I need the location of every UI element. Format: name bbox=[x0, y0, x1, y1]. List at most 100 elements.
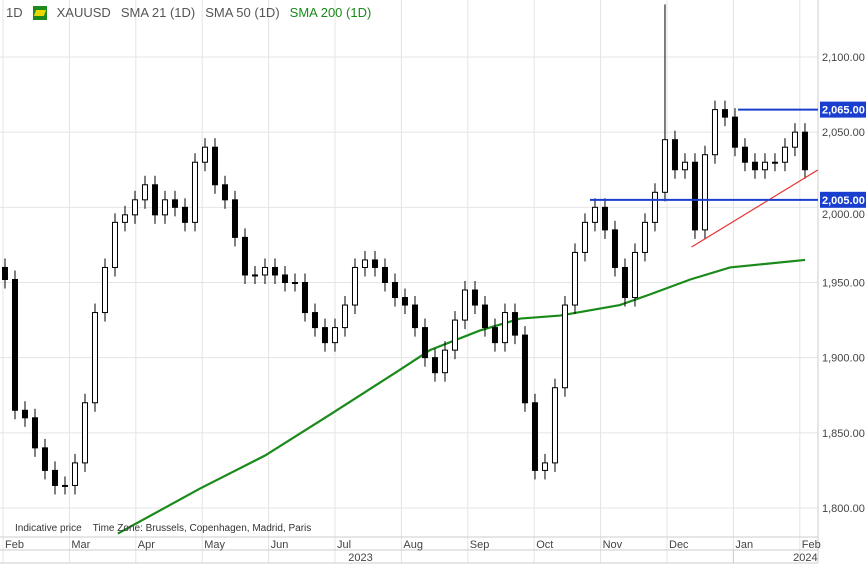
candle-body bbox=[181, 206, 188, 223]
candle-body bbox=[91, 312, 98, 404]
candle-body bbox=[751, 161, 758, 171]
candle bbox=[481, 296, 488, 337]
chart-footer: Indicative price Time Zone: Brussels, Co… bbox=[15, 523, 311, 534]
candle-body bbox=[391, 281, 398, 299]
candle-body bbox=[551, 387, 558, 464]
candle bbox=[711, 100, 718, 164]
candle bbox=[591, 198, 598, 232]
sma21-label[interactable]: SMA 21 (1D) bbox=[120, 5, 196, 20]
candle-body bbox=[451, 319, 458, 351]
candle-body bbox=[301, 281, 308, 314]
indicative-price-note: Indicative price bbox=[15, 523, 82, 534]
candle-body bbox=[351, 266, 358, 306]
candle bbox=[441, 341, 448, 382]
candle bbox=[581, 213, 588, 262]
candle-body bbox=[641, 221, 648, 253]
sma200-label[interactable]: SMA 200 (1D) bbox=[289, 5, 372, 20]
price-level-badge bbox=[820, 191, 866, 208]
candle bbox=[681, 153, 688, 179]
x-tick-label: Feb bbox=[802, 539, 821, 551]
candle-body bbox=[511, 312, 518, 336]
candle-body bbox=[331, 327, 338, 344]
candle-body bbox=[61, 484, 68, 487]
y-tick-label: 1,850.00 bbox=[822, 428, 865, 440]
candle-body bbox=[261, 266, 268, 276]
candle bbox=[81, 393, 88, 472]
candle-body bbox=[221, 184, 228, 201]
candle-body bbox=[491, 327, 498, 344]
candle-body bbox=[601, 206, 608, 231]
candle bbox=[451, 311, 458, 360]
candle bbox=[571, 243, 578, 315]
candle-body bbox=[121, 214, 128, 223]
candle-body bbox=[361, 259, 368, 268]
candle-body bbox=[271, 266, 278, 276]
candle-body bbox=[581, 221, 588, 253]
sma50-label[interactable]: SMA 50 (1D) bbox=[205, 5, 280, 20]
candle bbox=[161, 190, 168, 224]
candle-body bbox=[531, 402, 538, 471]
price-level-badge bbox=[820, 101, 866, 118]
candle-body bbox=[171, 199, 178, 208]
candle-body bbox=[141, 184, 148, 201]
y-tick-label: 2,050.00 bbox=[822, 127, 865, 139]
candle-body bbox=[541, 462, 548, 471]
candle bbox=[601, 198, 608, 239]
candle bbox=[21, 401, 28, 427]
candle bbox=[51, 461, 58, 495]
candle bbox=[251, 265, 258, 284]
candle-body bbox=[501, 312, 508, 344]
x-tick-label: Sep bbox=[470, 539, 490, 551]
candle bbox=[731, 108, 738, 157]
candle bbox=[511, 303, 518, 345]
candle-body bbox=[431, 357, 438, 374]
candle bbox=[661, 4, 668, 202]
candle bbox=[261, 258, 268, 284]
candle bbox=[771, 153, 778, 172]
candle bbox=[641, 213, 648, 262]
price-level-label: 2,065.00 bbox=[822, 105, 865, 117]
x-tick-label: Feb bbox=[5, 539, 24, 551]
candle-body bbox=[801, 131, 808, 171]
candle bbox=[651, 183, 658, 232]
candle-body bbox=[611, 229, 618, 268]
support-trendline bbox=[691, 169, 819, 248]
symbol-label[interactable]: XAUUSD bbox=[56, 5, 111, 20]
candle bbox=[561, 296, 568, 397]
candle bbox=[111, 213, 118, 277]
candle-body bbox=[731, 116, 738, 148]
candle-body bbox=[571, 251, 578, 306]
candle bbox=[221, 175, 228, 209]
candle-body bbox=[41, 447, 48, 471]
candle bbox=[181, 198, 188, 232]
candle bbox=[531, 393, 538, 480]
candle-body bbox=[521, 334, 528, 404]
candle bbox=[621, 258, 628, 307]
candle bbox=[421, 318, 428, 367]
candle bbox=[31, 408, 38, 457]
candle bbox=[691, 153, 698, 239]
candle bbox=[341, 296, 348, 337]
candle-body bbox=[741, 146, 748, 163]
x-tick-label: Aug bbox=[403, 539, 423, 551]
candle bbox=[281, 265, 288, 292]
candle-body bbox=[411, 304, 418, 329]
candle bbox=[541, 453, 548, 480]
candle-body bbox=[471, 289, 478, 306]
candle-body bbox=[231, 199, 238, 238]
interval-label[interactable]: 1D bbox=[6, 5, 23, 20]
candle bbox=[61, 476, 68, 495]
candle-body bbox=[671, 139, 678, 171]
candle bbox=[411, 296, 418, 337]
x-tick-label: Jan bbox=[735, 539, 753, 551]
candle bbox=[751, 153, 758, 179]
candle bbox=[71, 453, 78, 495]
candle bbox=[351, 258, 358, 315]
candle-body bbox=[291, 281, 298, 284]
candle bbox=[401, 288, 408, 315]
candle bbox=[331, 318, 338, 352]
candle-body bbox=[721, 109, 728, 118]
candle-body bbox=[711, 109, 718, 156]
